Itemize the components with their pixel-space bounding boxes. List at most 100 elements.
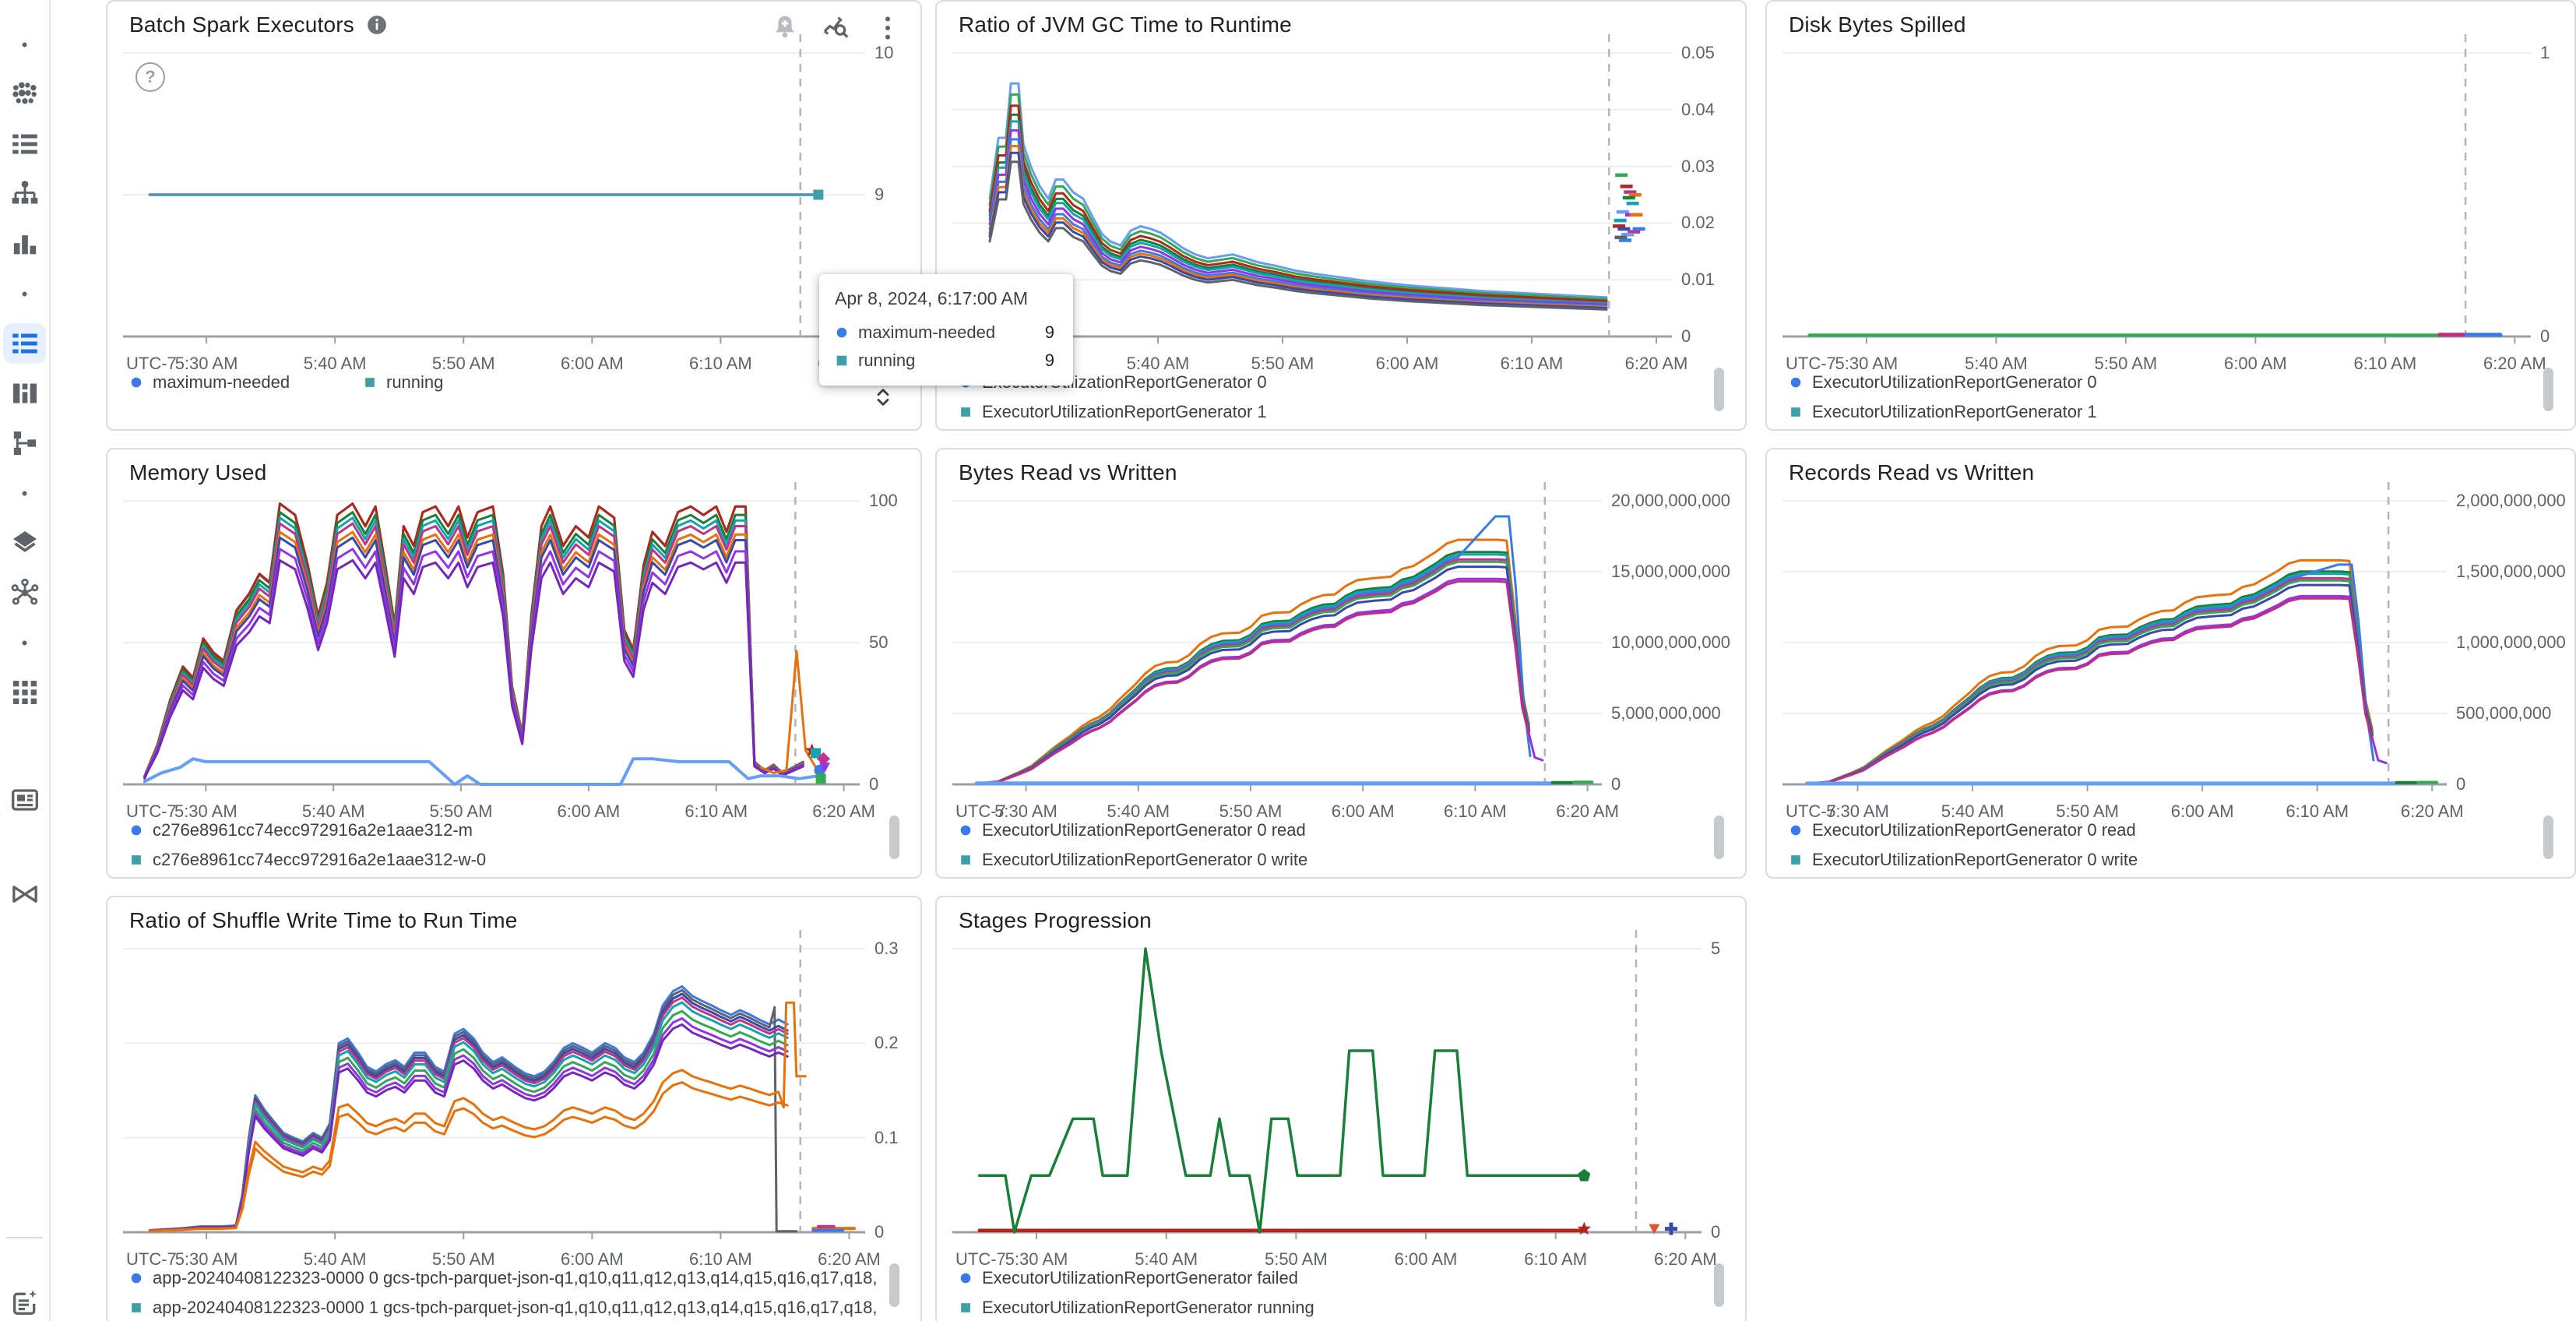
legend-item[interactable]: ExecutorUtilizationReportGenerator 0 wri… — [959, 845, 1418, 875]
legend-item[interactable]: ExecutorUtilizationReportGenerator runni… — [959, 1293, 1418, 1321]
sidebar-item-dataset-join[interactable] — [0, 875, 49, 913]
x-tick-label: 5:40 AM — [1941, 801, 2004, 821]
legend-item[interactable]: ExecutorUtilizationReportGenerator 1 rea… — [1789, 875, 2248, 877]
sidebar-item-resource-tree[interactable] — [0, 175, 49, 213]
sidebar-item-article-card[interactable] — [0, 781, 49, 819]
legend-label: ExecutorUtilizationReportGenerator runni… — [982, 1298, 1314, 1317]
sidebar-item-dashboards[interactable] — [0, 375, 49, 412]
kebab-menu-icon[interactable] — [872, 12, 903, 44]
x-tick-label: 5:40 AM — [1126, 354, 1190, 373]
y-tick-label: 1 — [2540, 43, 2550, 62]
legend-scrollbar-thumb[interactable] — [2543, 368, 2553, 411]
star-marker-icon — [1577, 1221, 1592, 1235]
x-tick-label: 5:40 AM — [1965, 354, 2028, 373]
x-tick-label: 5:30 AM — [994, 801, 1057, 821]
legend-item[interactable]: maximum-needed — [129, 368, 363, 397]
legend-item[interactable]: ExecutorUtilizationReportGenerator 1 — [1789, 397, 2225, 427]
legend-item[interactable]: ExecutorUtilizationReportGenerator 0 — [1789, 368, 2225, 397]
circle-marker-icon — [960, 1273, 971, 1284]
dash-marker-icon — [1630, 213, 1643, 217]
jobs-list-icon — [9, 129, 40, 160]
y-tick-label: 0.04 — [1681, 99, 1715, 119]
x-tick-label: 6:00 AM — [1394, 1249, 1458, 1269]
square-marker-icon — [132, 855, 141, 865]
panel-records_read_vs_written: Records Read vs Written 2,000,000,000 1,50… — [1765, 448, 2576, 879]
y-tick-label: 0.02 — [1681, 213, 1715, 233]
chart-memory_used[interactable] — [107, 449, 922, 879]
legend-scrollbar-thumb[interactable] — [889, 815, 899, 859]
chart-shuffle_write_ratio[interactable] — [107, 897, 922, 1321]
legend-scrollbar-thumb[interactable] — [1714, 368, 1724, 411]
legend-item[interactable]: ExecutorUtilizationReportGenerator 1 — [959, 397, 1395, 427]
x-axis-timezone-label: UTC-7 — [1786, 354, 1836, 373]
sidebar-item-metrics[interactable] — [0, 225, 49, 262]
sidebar-item-separator-dot — [0, 26, 49, 63]
panel-title-text: Ratio of JVM GC Time to Runtime — [959, 12, 1292, 37]
legend-scrollbar-thumb[interactable] — [2543, 815, 2553, 859]
chart-records_read_vs_written[interactable] — [1767, 449, 2576, 879]
legend-item[interactable]: ExecutorUtilizationReportGenerator faile… — [959, 1263, 1418, 1293]
legend-label: ExecutorUtilizationReportGenerator 0 rea… — [1812, 820, 2136, 840]
explore-in-metrics-icon[interactable] — [821, 12, 852, 44]
diamond-marker-icon — [816, 752, 830, 766]
sidebar-item-jobs-list[interactable] — [0, 125, 49, 163]
legend-scrollbar-thumb[interactable] — [889, 1263, 899, 1307]
chart-legend: ExecutorUtilizationReportGenerator 0 rea… — [1789, 815, 2545, 877]
legend-label: ExecutorUtilizationReportGenerator 0 — [1812, 372, 2097, 392]
add-alert-bell-icon[interactable] — [769, 12, 801, 44]
x-tick-label: 6:00 AM — [1331, 801, 1395, 821]
legend-item[interactable]: c276e8961cc74ecc972916a2e1aae312-w-0 — [129, 845, 596, 875]
legend-item[interactable]: c276e8961cc74ecc972916a2e1aae312-m — [129, 815, 596, 845]
sidebar-item-hub[interactable] — [0, 574, 49, 611]
chart-batch_spark_executors[interactable] — [107, 2, 922, 431]
y-tick-label: 500,000,000 — [2456, 703, 2552, 723]
legend-scrollbar-thumb[interactable] — [1714, 1263, 1724, 1307]
square-marker-icon — [1791, 407, 1800, 417]
sidebar-item-apps-grid[interactable] — [0, 674, 49, 711]
dash-marker-icon — [1619, 238, 1631, 242]
circle-marker-icon — [1790, 825, 1801, 836]
chart-ratio_jvm_gc[interactable] — [937, 2, 1747, 431]
chart-stages_progression[interactable] — [937, 897, 1747, 1321]
chart-bytes_read_vs_written[interactable] — [937, 449, 1747, 879]
legend-item[interactable]: app-20240408122323-0000 1 gcs-tpch-parqu… — [129, 1293, 877, 1321]
article-card-icon — [9, 784, 40, 815]
info-icon[interactable] — [365, 13, 389, 37]
y-tick-label: 15,000,000,000 — [1611, 562, 1730, 581]
sidebar-item-separator-dot — [0, 624, 49, 661]
legend-item[interactable]: app-20240408122323-0000 0 gcs-tpch-parqu… — [129, 1263, 877, 1293]
chart-disk_bytes_spilled[interactable] — [1767, 2, 2576, 431]
panel-title: Memory Used — [129, 460, 266, 485]
sidebar-item-separator-dot — [0, 275, 49, 312]
legend-item[interactable]: ExecutorUtilizationReportGenerator 2 — [1789, 427, 2225, 429]
legend-scrollbar-thumb[interactable] — [1714, 815, 1724, 859]
x-tick-label: 6:00 AM — [1375, 354, 1439, 373]
y-tick-label: 0.01 — [1681, 269, 1715, 290]
legend-item[interactable]: ExecutorUtilizationReportGenerator 0 rea… — [959, 815, 1418, 845]
legend-item[interactable]: ExecutorUtilizationReportGenerator 2 — [959, 427, 1395, 429]
panel-title: Records Read vs Written — [1789, 460, 2034, 485]
tooltip-series-value: 9 — [1044, 351, 1054, 370]
separator-dot-icon — [19, 289, 30, 299]
help-icon[interactable]: ? — [135, 62, 165, 92]
sidebar-item-layers[interactable] — [0, 524, 49, 562]
y-tick-label: 0.03 — [1681, 156, 1715, 176]
y-tick-label: 1,500,000,000 — [2456, 562, 2566, 581]
x-tick-label: 5:50 AM — [429, 801, 493, 821]
legend-item[interactable]: c276e8961cc74ecc972916a2e1aae312-w-1 — [129, 875, 596, 877]
legend-item[interactable]: ExecutorUtilizationReportGenerator 1 rea… — [959, 875, 1418, 877]
sidebar-item-monitoring-list[interactable] — [0, 325, 49, 362]
series-marker-icon — [836, 355, 847, 366]
legend-item[interactable]: running — [363, 368, 596, 397]
y-tick-label: 10 — [875, 43, 894, 62]
sidebar-item-schema[interactable] — [0, 424, 49, 462]
legend-item[interactable]: ExecutorUtilizationReportGenerator 0 rea… — [1789, 815, 2248, 845]
x-tick-label: 6:00 AM — [557, 801, 621, 821]
unfold-more-icon[interactable] — [871, 385, 896, 414]
sidebar-item-clusters[interactable] — [0, 76, 49, 113]
panel-title-text: Ratio of Shuffle Write Time to Run Time — [129, 908, 518, 932]
legend-item[interactable]: ExecutorUtilizationReportGenerator 0 wri… — [1789, 845, 2248, 875]
x-axis-timezone-label: UTC-7 — [955, 1249, 1006, 1269]
sidebar-item-feedback-compose[interactable] — [0, 1284, 49, 1321]
